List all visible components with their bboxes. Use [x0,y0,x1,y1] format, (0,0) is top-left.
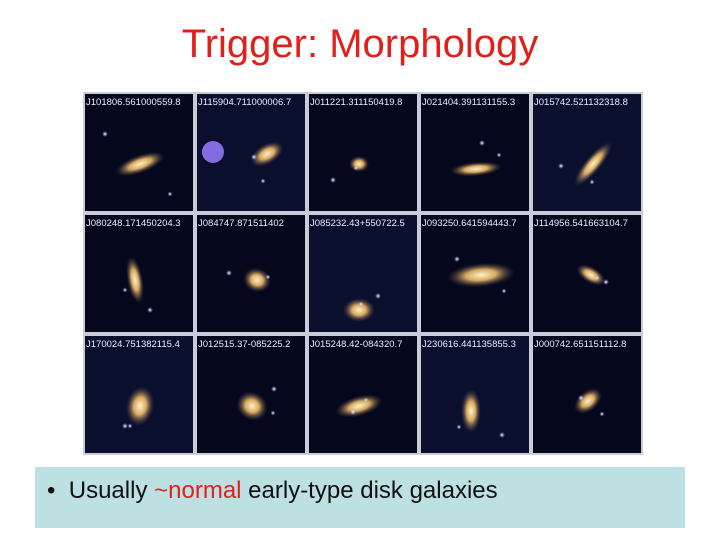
star [271,386,277,392]
star [375,293,381,299]
star [350,409,356,415]
star [226,270,232,276]
star [599,411,605,417]
bullet-text: Usually [68,477,148,504]
star [496,152,502,158]
galaxy [576,264,606,286]
star [122,423,128,429]
star [479,140,485,146]
galaxy [125,386,155,426]
panel-label: J011221.311150419.8 [310,97,402,108]
galaxy-grid: J101806.561000559.8 J115904.711000006.7 J0… [83,92,643,455]
star [363,397,369,403]
star [578,395,584,401]
bullet: • Usually ~normal early-type disk galaxi… [47,477,498,504]
galaxy [343,298,375,322]
panel-label: J085232.43+550722.5 [310,218,405,229]
slide-title: Trigger: Morphology [181,22,539,66]
panel-label: J012515.37-085225.2 [198,339,290,350]
panel-label: J093250.641594443.7 [422,218,517,229]
panel-label: J015742.521132318.8 [534,97,628,108]
galaxy [461,389,481,433]
bullet-box: • Usually ~normal early-type disk galaxi… [35,467,685,528]
star [358,301,364,307]
panel-label: J000742.651151112.8 [534,339,626,350]
galaxy-image [309,94,417,211]
star [102,131,108,137]
star [127,423,133,429]
galaxy [349,156,369,172]
star [265,274,271,280]
galaxy [573,141,613,187]
panel-label: J115904.711000006.7 [198,97,291,108]
panel-label: J084747.871511402 [198,218,284,229]
galaxy [450,161,502,177]
galaxy-image [85,94,193,211]
star [589,179,595,185]
galaxy [236,391,268,421]
star [353,165,359,171]
bullet-text: early-type disk galaxies [248,477,498,504]
galaxy [250,141,284,167]
star [270,410,276,416]
star [558,163,564,169]
star [260,178,266,184]
star [456,424,462,430]
star [603,279,609,285]
galaxy-image [421,94,529,211]
star [454,256,460,262]
bullet-highlight: ~normal [154,477,242,504]
galaxy [447,262,515,288]
star [594,275,600,281]
galaxy-image [309,336,417,453]
galaxy-image [533,94,641,211]
star [167,191,173,197]
panel-label: J230616.441135855.3 [422,339,516,350]
galaxy [126,256,144,304]
star [501,288,507,294]
star [202,141,224,163]
panel-label: J170024.751382115.4 [86,339,180,350]
galaxy [115,151,165,177]
star [251,154,257,160]
star [122,287,128,293]
panel-label: J114956.541663104.7 [534,218,628,229]
panel-label: J101806.561000559.8 [86,97,181,108]
star [330,177,336,183]
galaxy [335,394,383,418]
star [147,307,153,313]
galaxy [243,267,271,293]
panel-label: J015248.42-084320.7 [310,339,402,350]
panel-label: J021404.391131155.3 [422,97,515,108]
star [499,432,505,438]
panel-label: J080248.171450204.3 [86,218,181,229]
galaxy [574,388,602,414]
